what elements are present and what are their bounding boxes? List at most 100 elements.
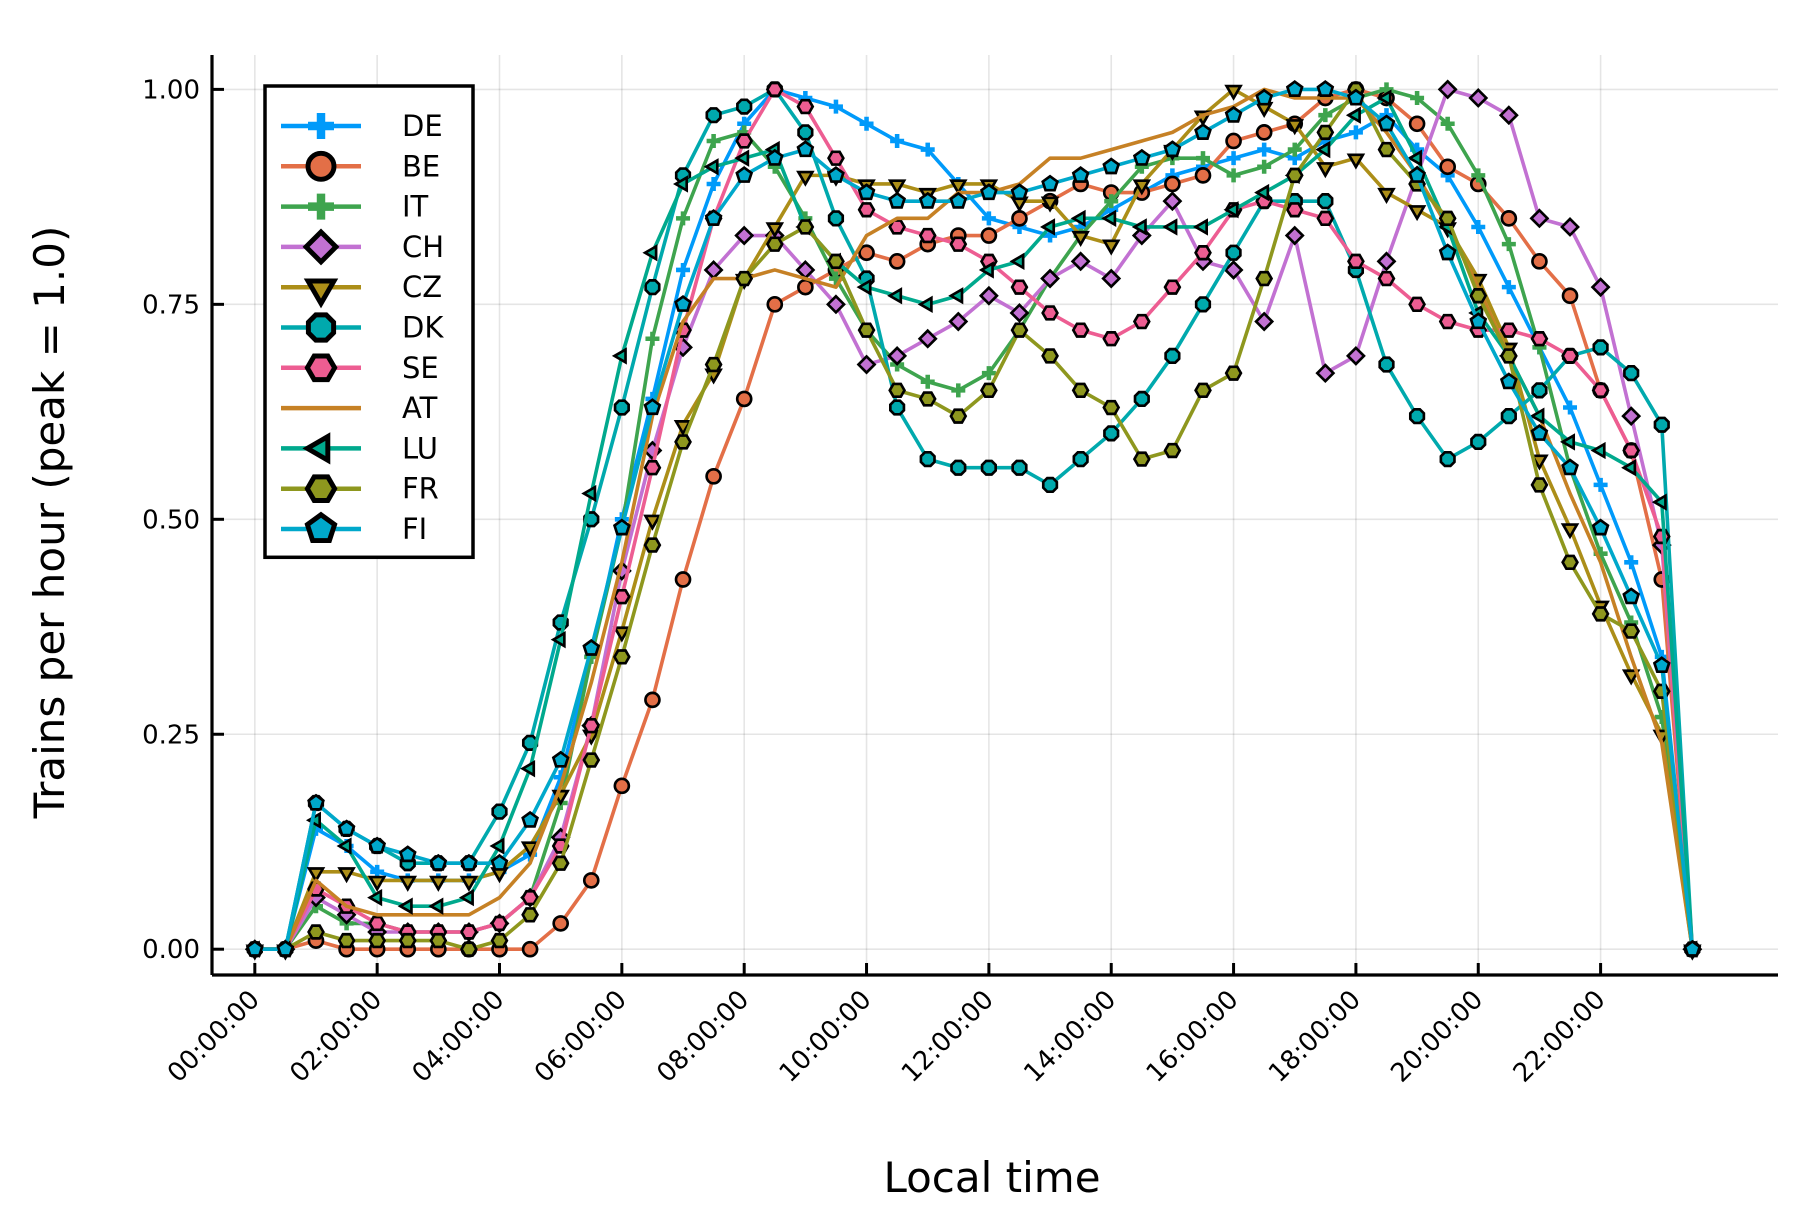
data-point-ch: [856, 354, 877, 375]
data-point-ch: [1223, 260, 1244, 280]
legend-marker-fr: [304, 474, 338, 503]
data-point-fr: [429, 932, 448, 949]
data-point-fr: [1499, 348, 1518, 364]
data-point-cz: [765, 222, 785, 239]
data-point-fr: [1132, 451, 1151, 467]
data-point-fi: [765, 148, 784, 166]
data-point-dk: [1164, 347, 1181, 365]
data-point-fi: [704, 209, 723, 226]
data-point-fi: [521, 810, 539, 828]
data-point-fi: [1255, 88, 1274, 106]
data-point-fr: [521, 907, 539, 923]
y-tick-label: 0.50: [142, 505, 200, 535]
data-point-ch: [1560, 217, 1580, 237]
data-point-fr: [582, 752, 601, 768]
legend-item-se: SE: [281, 351, 439, 385]
data-point-ch: [1162, 191, 1183, 212]
data-point-lu: [520, 759, 536, 778]
data-point-fi: [857, 183, 876, 201]
data-point-fr: [704, 356, 723, 373]
data-point-dk: [1408, 407, 1426, 425]
data-point-fi: [460, 853, 478, 871]
data-point-lu: [336, 837, 352, 855]
data-point-fr: [1102, 399, 1121, 416]
data-point-fr: [551, 855, 570, 871]
data-point-dk: [797, 124, 814, 141]
data-point-ch: [1345, 345, 1366, 366]
data-point-dk: [736, 98, 753, 115]
data-point-lu: [1651, 493, 1667, 511]
data-point-ch: [1254, 311, 1275, 332]
data-point-fr: [979, 382, 998, 399]
data-point-fr: [1255, 270, 1274, 287]
data-point-be: [1531, 253, 1548, 270]
data-point-lu: [1407, 149, 1423, 167]
data-point-fi: [1499, 372, 1518, 390]
data-point-de: [828, 99, 843, 114]
data-point-lu: [1009, 252, 1025, 271]
data-point-cz: [1316, 162, 1335, 179]
data-point-it: [706, 133, 721, 148]
data-point-se: [1010, 279, 1029, 295]
data-point-se: [1530, 331, 1549, 347]
data-point-fr: [490, 932, 509, 949]
data-point-dk: [1439, 450, 1456, 468]
legend-label-fi: FI: [402, 512, 427, 546]
data-point-it: [1226, 168, 1241, 183]
data-point-fi: [1591, 518, 1610, 536]
data-point-be: [613, 777, 631, 795]
data-point-dk: [644, 279, 661, 296]
data-point-fi: [582, 638, 601, 656]
legend-marker-it: [308, 193, 334, 220]
data-point-se: [1163, 279, 1182, 295]
data-point-ch: [1468, 88, 1489, 108]
data-point-fr: [1652, 683, 1671, 699]
x-axis-title: Local time: [883, 1153, 1100, 1202]
data-point-ch: [1009, 303, 1030, 323]
data-point-fi: [1530, 423, 1549, 441]
data-point-fr: [1010, 322, 1029, 338]
data-point-de: [1501, 280, 1516, 295]
legend-item-ch: CH: [281, 228, 444, 266]
data-point-dk: [950, 459, 967, 476]
data-point-be: [1164, 175, 1181, 193]
data-point-fi: [1010, 183, 1029, 201]
data-point-dk: [1011, 459, 1028, 476]
legend: DE BE IT CH CZ DK SE AT LU FR FI: [263, 84, 475, 560]
data-point-fi: [245, 939, 264, 957]
data-point-be: [1255, 124, 1273, 141]
legend-marker-cz: [303, 278, 339, 309]
data-point-be: [888, 253, 906, 270]
legend-marker-dk: [305, 312, 337, 343]
data-point-cz: [1132, 179, 1152, 196]
data-point-lu: [1101, 209, 1117, 228]
legend-marker-ch: [302, 228, 340, 266]
data-point-fi: [1285, 80, 1304, 97]
data-point-lu: [1590, 441, 1606, 460]
data-point-lu: [1040, 218, 1056, 236]
data-point-cz: [337, 867, 356, 884]
data-point-cz: [1040, 196, 1060, 213]
data-point-fi: [1652, 656, 1671, 674]
data-point-dk: [1500, 407, 1517, 425]
legend-label-fr: FR: [402, 472, 439, 506]
legend-item-it: IT: [281, 190, 429, 224]
data-point-fr: [1438, 210, 1457, 227]
data-point-be: [1408, 115, 1426, 133]
data-point-lu: [978, 261, 994, 279]
data-point-de: [1593, 477, 1608, 492]
data-point-se: [460, 924, 478, 940]
data-point-cz: [520, 841, 540, 858]
data-point-it: [981, 366, 996, 381]
data-point-de: [1226, 151, 1241, 166]
data-point-dk: [1378, 356, 1395, 373]
data-point-fi: [307, 793, 325, 811]
data-point-it: [1440, 116, 1455, 131]
y-tick-label: 0.25: [142, 720, 200, 750]
data-point-cz: [306, 867, 326, 884]
data-point-dk: [919, 450, 936, 468]
data-point-fi: [1347, 88, 1365, 106]
data-point-ch: [1101, 268, 1122, 289]
legend-label-ch: CH: [402, 230, 444, 264]
